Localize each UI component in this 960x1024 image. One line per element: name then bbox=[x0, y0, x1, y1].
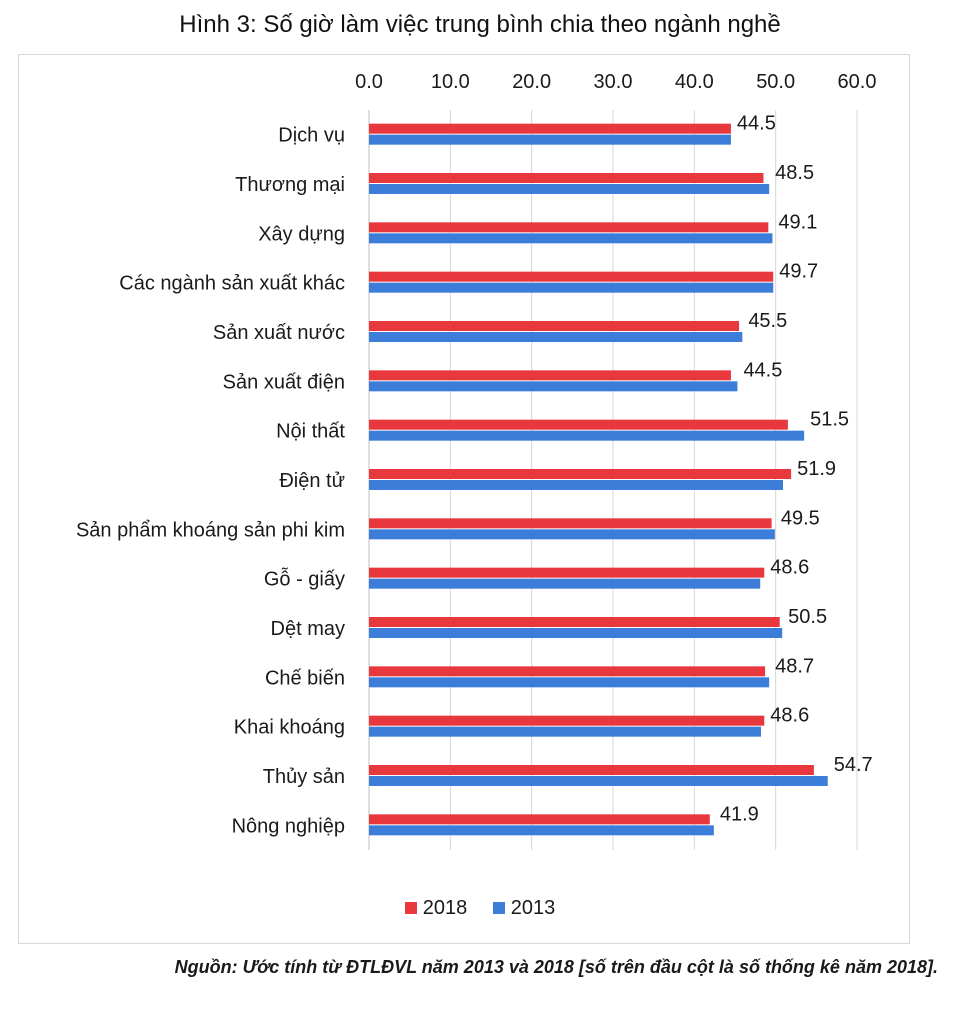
data-label: 41.9 bbox=[720, 803, 759, 825]
bar-2013 bbox=[369, 529, 775, 540]
bar-2018 bbox=[369, 173, 764, 183]
data-label: 48.7 bbox=[775, 655, 814, 677]
bar-2018 bbox=[369, 123, 731, 134]
category-label: Sản xuất điện bbox=[223, 371, 345, 393]
legend-swatch-2018 bbox=[404, 902, 417, 915]
bar-2013 bbox=[369, 430, 805, 441]
category-label: Nông nghiệp bbox=[232, 815, 345, 837]
data-label: 48.6 bbox=[770, 705, 809, 727]
category-label: Thủy sản bbox=[263, 766, 345, 788]
legend-item-2018: 2018 bbox=[404, 895, 468, 921]
bar-2018 bbox=[369, 370, 731, 381]
x-tick-label: 60.0 bbox=[838, 71, 877, 93]
bar-2018 bbox=[369, 715, 765, 726]
bar-2013 bbox=[369, 726, 762, 737]
data-label: 51.5 bbox=[810, 409, 849, 431]
category-label: Điện tử bbox=[279, 470, 345, 492]
bar-2013 bbox=[369, 332, 743, 342]
legend-label-2018: 2018 bbox=[422, 896, 468, 919]
category-label: Thương mại bbox=[235, 174, 345, 196]
legend-item-2013: 2013 bbox=[492, 895, 556, 921]
chart-title: Hình 3: Số giờ làm việc trung bình chia … bbox=[179, 11, 781, 38]
x-tick-label: 30.0 bbox=[594, 71, 633, 93]
x-tick-label: 20.0 bbox=[512, 71, 551, 93]
category-label: Sản xuất nước bbox=[213, 322, 345, 344]
legend-label-2013: 2013 bbox=[510, 896, 556, 919]
data-label: 49.7 bbox=[779, 261, 818, 283]
bar-2018 bbox=[369, 518, 772, 529]
bar-2018 bbox=[369, 469, 792, 479]
bar-2013 bbox=[369, 134, 731, 145]
data-label: 54.7 bbox=[834, 754, 873, 776]
x-tick-label: 40.0 bbox=[675, 71, 714, 93]
data-label: 49.1 bbox=[778, 211, 817, 233]
bar-2013 bbox=[369, 480, 783, 490]
bar-2018 bbox=[369, 222, 769, 233]
bar-2018 bbox=[369, 271, 774, 282]
chart-legend: 2018 2013 bbox=[0, 894, 960, 921]
bar-2013 bbox=[369, 184, 770, 194]
data-label: 44.5 bbox=[743, 359, 782, 381]
bar-2018 bbox=[369, 765, 814, 775]
bar-2013 bbox=[369, 578, 761, 589]
chart-frame bbox=[18, 54, 910, 944]
data-label: 45.5 bbox=[748, 310, 787, 332]
data-label: 50.5 bbox=[788, 606, 827, 628]
data-label: 51.9 bbox=[797, 458, 836, 480]
bar-2013 bbox=[369, 282, 774, 293]
category-label: Khai khoáng bbox=[234, 717, 345, 739]
bar-2018 bbox=[369, 567, 765, 578]
legend-swatch-2013 bbox=[492, 902, 505, 915]
bar-2013 bbox=[369, 628, 783, 638]
data-label: 49.5 bbox=[781, 507, 820, 529]
bar-2018 bbox=[369, 419, 788, 430]
category-label: Các ngành sản xuất khác bbox=[119, 273, 345, 295]
category-label: Xây dựng bbox=[258, 223, 345, 245]
bar-2013 bbox=[369, 381, 738, 392]
category-label: Dệt may bbox=[271, 618, 345, 640]
bar-2018 bbox=[369, 321, 740, 331]
source-note: Nguồn: Ước tính từ ĐTLĐVL năm 2013 và 20… bbox=[174, 957, 938, 977]
bar-2018 bbox=[369, 666, 766, 677]
bar-2013 bbox=[369, 776, 828, 786]
x-tick-label: 50.0 bbox=[756, 71, 795, 93]
x-tick-label: 10.0 bbox=[431, 71, 470, 93]
bar-2013 bbox=[369, 677, 770, 688]
category-label: Gỗ - giấy bbox=[264, 568, 345, 591]
category-label: Chế biến bbox=[265, 667, 345, 689]
category-label: Sản phẩm khoáng sản phi kim bbox=[76, 519, 345, 541]
category-label: Dịch vụ bbox=[278, 125, 345, 147]
bar-2018 bbox=[369, 814, 710, 825]
bar-2013 bbox=[369, 825, 714, 836]
bar-2013 bbox=[369, 233, 773, 244]
data-label: 48.6 bbox=[770, 557, 809, 579]
bar-chart: 0.0 10.0 20.0 30.0 40.0 50.0 60.0 Dịch vụ 44.5 Th… bbox=[76, 71, 877, 850]
data-label: 44.5 bbox=[737, 113, 776, 135]
data-label: 48.5 bbox=[775, 162, 814, 184]
bar-2018 bbox=[369, 617, 780, 627]
category-label: Nội thất bbox=[276, 421, 345, 443]
x-tick-label: 0.0 bbox=[355, 71, 383, 93]
